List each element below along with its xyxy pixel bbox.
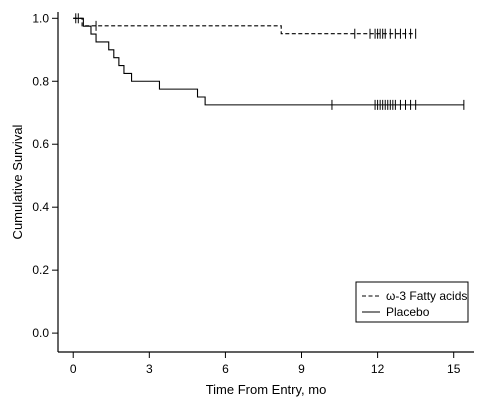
x-tick-label-5: 15 xyxy=(447,362,461,376)
legend: ω-3 Fatty acids Placebo xyxy=(355,281,469,323)
x-ticks: 0 3 6 9 12 15 xyxy=(70,352,461,376)
y-tick-label-1: 0.2 xyxy=(32,263,49,277)
legend-box xyxy=(355,281,469,323)
x-tick-label-4: 12 xyxy=(371,362,385,376)
series-line-0 xyxy=(73,17,416,35)
series-layer xyxy=(73,13,465,110)
x-tick-label-0: 0 xyxy=(70,362,77,376)
x-tick-label-2: 6 xyxy=(222,362,229,376)
x-tick-label-3: 9 xyxy=(298,362,305,376)
y-tick-label-3: 0.6 xyxy=(32,137,49,151)
y-tick-label-0: 0.0 xyxy=(32,326,49,340)
y-tick-label-4: 0.8 xyxy=(32,74,49,88)
series-line-1 xyxy=(73,17,464,106)
legend-label-omega3: ω-3 Fatty acids xyxy=(386,289,467,303)
y-axis-label: Cumulative Survival xyxy=(10,124,25,239)
x-axis-label: Time From Entry, mo xyxy=(206,382,327,397)
legend-label-placebo: Placebo xyxy=(386,305,430,319)
y-ticks: 0.0 0.2 0.4 0.6 0.8 1.0 xyxy=(32,11,58,340)
x-tick-label-1: 3 xyxy=(146,362,153,376)
y-tick-label-5: 1.0 xyxy=(32,11,49,25)
y-tick-label-2: 0.4 xyxy=(32,200,49,214)
axes xyxy=(57,12,474,353)
